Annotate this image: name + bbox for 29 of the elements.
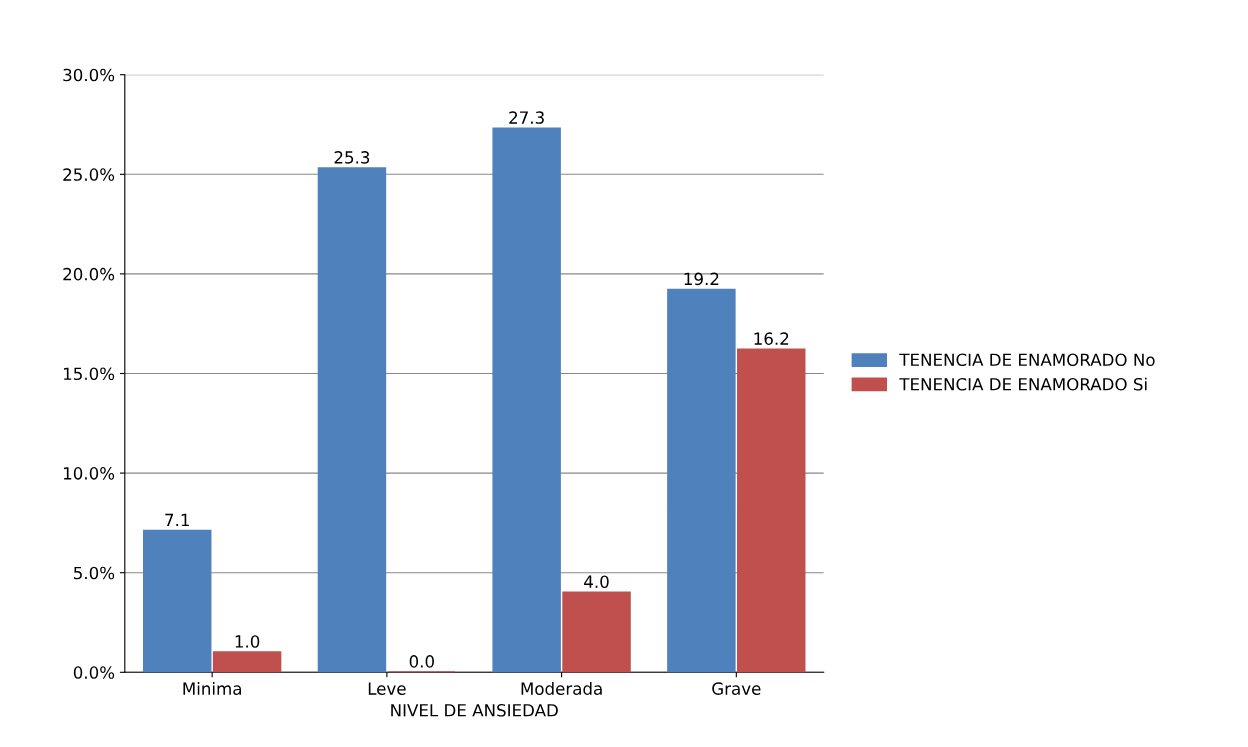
x-tick-label: Minima [183,682,241,695]
y-tick-label: 15.0% [63,367,115,381]
y-tick-label: 25.0% [63,168,115,181]
bar [142,529,212,673]
data-label: 0.0 [409,655,434,668]
x-tick-label: Moderada [521,682,602,695]
bar [562,591,631,673]
x-tick-label: Leve [368,682,406,695]
y-tick-label: 30.0% [63,68,115,82]
data-label: 19.2 [684,272,719,286]
bar [492,127,561,673]
x-axis-title: NIVEL DE ANSIEDAD [391,704,558,717]
data-label: 1.0 [235,635,260,648]
legend-label: TENENCIA DE ENAMORADO Si [899,377,1147,391]
legend-label: TENENCIA DE ENAMORADO No [899,353,1155,367]
bar [317,167,387,673]
data-label: 16.2 [754,332,789,345]
bar [737,348,806,673]
bar [667,288,736,673]
bar [212,651,282,673]
y-tick-label: 0.0% [73,666,115,679]
data-label: 27.3 [509,111,544,124]
y-tick-label: 10.0% [63,467,115,480]
data-label: 25.3 [334,151,370,164]
data-label: 7.1 [165,513,189,527]
x-tick-label: Grave [712,682,761,695]
y-tick-label: 5.0% [74,566,115,580]
y-tick-label: 20.0% [63,267,115,281]
data-label: 4.0 [584,575,609,588]
